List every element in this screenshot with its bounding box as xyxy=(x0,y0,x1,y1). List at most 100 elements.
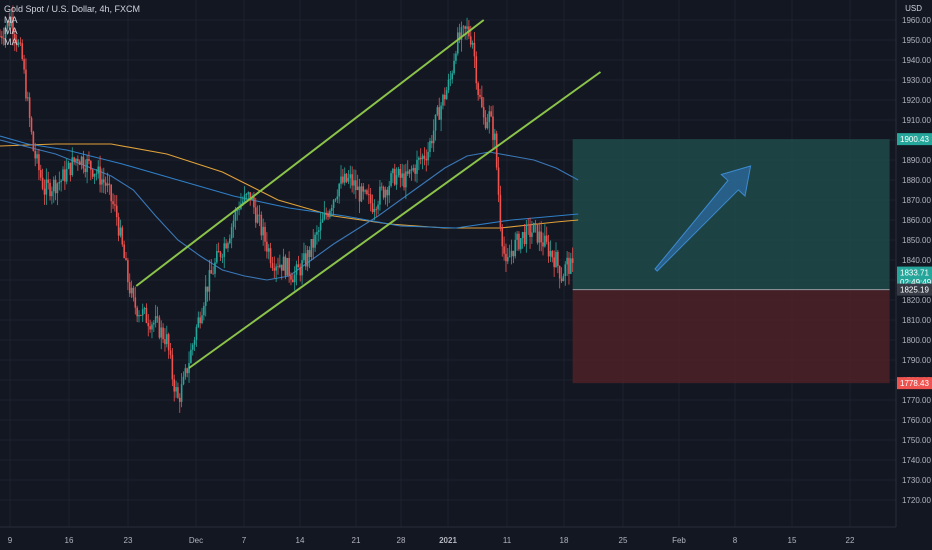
candle-body xyxy=(158,317,161,338)
candle-body xyxy=(193,339,196,345)
symbol-title[interactable]: Gold Spot / U.S. Dollar, 4h, FXCM xyxy=(4,4,141,14)
candle-body xyxy=(562,276,565,282)
candle-body xyxy=(108,183,111,185)
price-tick-label: 1870.00 xyxy=(902,196,931,205)
candle-body xyxy=(555,251,557,268)
price-tick-label: 1880.00 xyxy=(902,176,931,185)
currency-label[interactable]: USD xyxy=(905,4,922,13)
candle-body xyxy=(2,38,5,39)
candle-body xyxy=(557,251,559,267)
candle-body xyxy=(525,224,528,245)
candle-body xyxy=(342,176,344,183)
candle-body xyxy=(406,171,409,174)
candle-body xyxy=(368,194,370,195)
price-badge-text: 1778.43 xyxy=(900,379,929,388)
candle-body xyxy=(91,169,94,177)
candle-body xyxy=(232,220,235,228)
candle-body xyxy=(88,159,90,161)
candle-body xyxy=(456,32,459,54)
candle-body xyxy=(156,316,159,318)
candle-body xyxy=(325,212,327,215)
candle-body xyxy=(77,158,79,162)
candle-body xyxy=(173,379,176,392)
candle-body xyxy=(227,243,229,249)
candle-body xyxy=(206,286,209,292)
candle-body xyxy=(401,173,403,178)
candle-body xyxy=(75,158,77,162)
candle-body xyxy=(293,274,296,283)
candle-body xyxy=(184,368,187,377)
candle-body xyxy=(288,258,290,276)
indicator-ma-2[interactable]: MA xyxy=(4,26,18,36)
candle-body xyxy=(558,266,561,279)
candle-body xyxy=(455,53,457,61)
candle-body xyxy=(393,168,396,185)
candle-body xyxy=(403,173,405,188)
candle-body xyxy=(212,273,214,275)
candle-body xyxy=(38,154,40,171)
candle-body xyxy=(338,183,340,197)
price-tick-label: 1910.00 xyxy=(902,116,931,125)
price-tick-label: 1930.00 xyxy=(902,76,931,85)
candle-body xyxy=(104,182,107,186)
candle-body xyxy=(364,190,366,192)
candle-body xyxy=(60,180,62,182)
channel-lines[interactable] xyxy=(135,19,602,369)
candle-body xyxy=(358,186,361,202)
candle-body xyxy=(41,177,44,189)
candle-body xyxy=(149,326,151,330)
price-tick-label: 1940.00 xyxy=(902,56,931,65)
candle-body xyxy=(442,94,444,106)
candle-body xyxy=(230,227,233,239)
candle-body xyxy=(30,117,33,132)
indicator-ma-1[interactable]: MA xyxy=(4,15,18,25)
candle-body xyxy=(462,26,465,28)
candle-body xyxy=(78,161,81,165)
candle-body xyxy=(482,107,485,118)
time-tick-label: Feb xyxy=(672,536,686,545)
candle-body xyxy=(67,162,70,169)
time-axis[interactable]: 9 16 23 Dec 7 14 21 28 2021 11 18 25 Feb 8 15 22 xyxy=(8,536,855,545)
price-tick-label: 1760.00 xyxy=(902,416,931,425)
candle-body xyxy=(47,179,49,183)
candle-body xyxy=(269,248,272,264)
candle-body xyxy=(512,250,515,257)
candle-body xyxy=(121,227,124,245)
indicator-ma-3[interactable]: MA xyxy=(4,37,18,47)
price-tick-label: 1790.00 xyxy=(902,356,931,365)
projection-arrow[interactable] xyxy=(654,165,752,272)
candle-body xyxy=(34,150,37,159)
candle-body xyxy=(249,192,251,201)
candle-body xyxy=(343,173,346,183)
candle-body xyxy=(560,278,563,282)
candle-body xyxy=(188,363,190,374)
candle-body xyxy=(229,238,231,244)
candle-body xyxy=(195,326,198,340)
candle-body xyxy=(438,107,441,120)
price-tick-label: 1850.00 xyxy=(902,236,931,245)
candle-body xyxy=(308,250,311,258)
candle-body xyxy=(254,207,257,223)
candle-body xyxy=(336,196,339,200)
price-tick-label: 1840.00 xyxy=(902,256,931,265)
candle-body xyxy=(208,270,211,292)
candle-body xyxy=(332,200,335,208)
candle-body xyxy=(436,107,439,115)
candle-body xyxy=(356,186,359,191)
candle-body xyxy=(138,314,140,317)
candle-body xyxy=(345,173,348,182)
candle-body xyxy=(204,286,207,306)
candle-body xyxy=(45,179,48,195)
candle-body xyxy=(216,251,218,263)
candle-body xyxy=(497,167,500,195)
candle-body xyxy=(43,188,46,195)
candle-body xyxy=(412,167,415,171)
candle-body xyxy=(544,235,546,247)
candle-body xyxy=(175,387,177,392)
candle-body xyxy=(86,159,88,173)
candle-body xyxy=(349,174,352,178)
time-tick-label: 11 xyxy=(503,536,512,545)
candle-body xyxy=(177,387,179,398)
